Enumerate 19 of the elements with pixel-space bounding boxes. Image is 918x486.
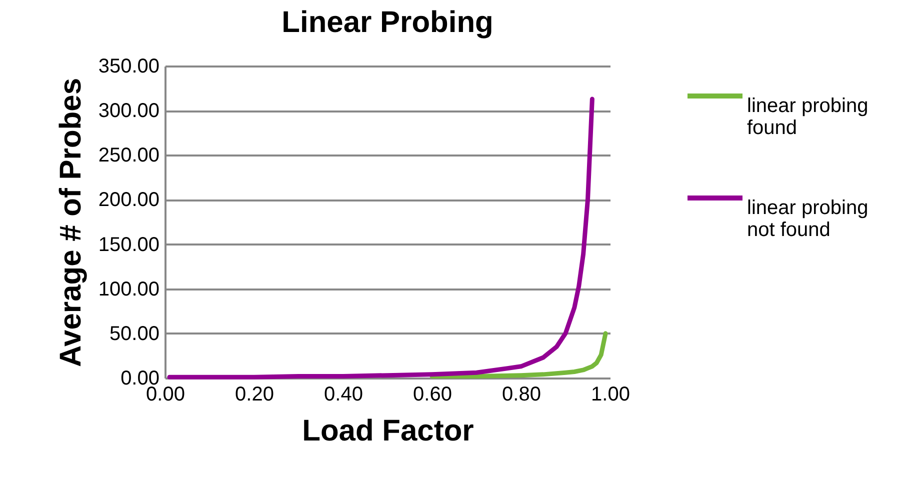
chart-title: Linear Probing [282, 6, 494, 39]
x-tick-label: 1.00 [591, 384, 630, 406]
x-tick-label: 0.60 [413, 384, 452, 406]
y-tick-label: 100.00 [98, 278, 160, 300]
y-axis-title: Average # of Probes [54, 78, 88, 367]
y-tick-label: 150.00 [98, 234, 160, 256]
x-tick-label: 0.20 [235, 384, 274, 406]
legend-label: linear probing not found [747, 197, 868, 241]
x-axis-title: Load Factor [302, 414, 474, 448]
line-series [167, 96, 594, 380]
x-tick-label: 0.40 [324, 384, 363, 406]
y-tick-label: 50.00 [109, 322, 160, 345]
x-tick-label: 0.80 [502, 384, 541, 406]
y-tick-label: 200.00 [98, 189, 160, 212]
legend-label: linear probing found [747, 95, 868, 139]
y-tick-label: 350.00 [98, 56, 160, 78]
y-tick-label: 250.00 [98, 144, 160, 167]
y-tick-label: 300.00 [98, 100, 160, 122]
line-series [430, 331, 608, 378]
